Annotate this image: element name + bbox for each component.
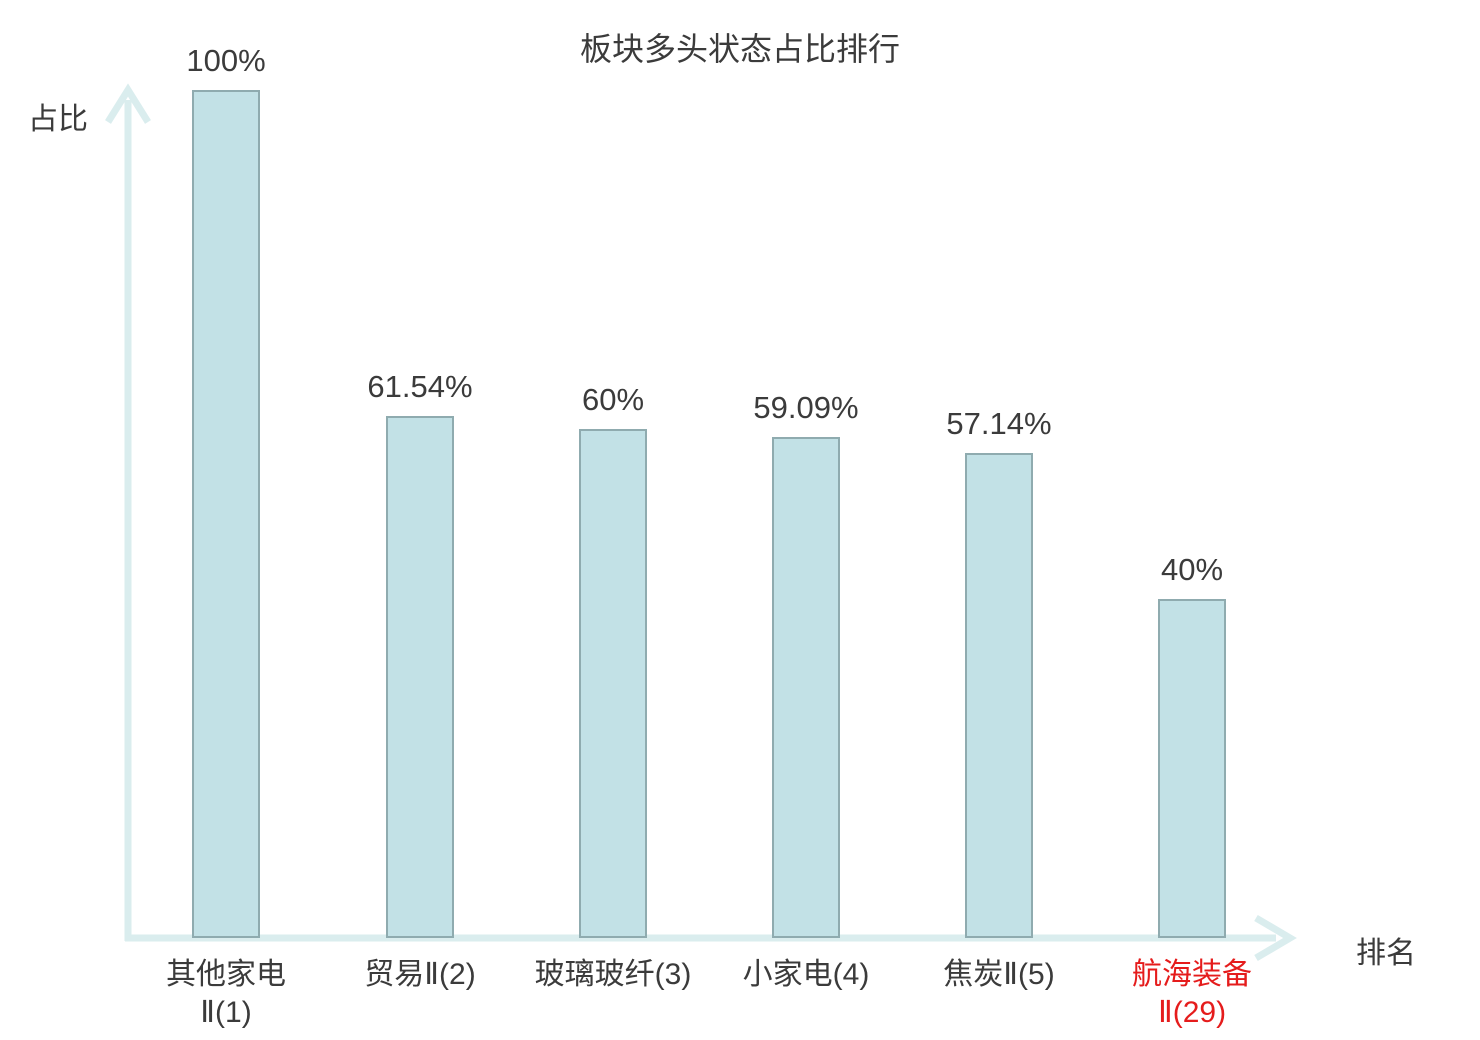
category-label: 玻璃玻纤(3) xyxy=(534,958,692,991)
bar-value-label: 61.54% xyxy=(367,369,473,405)
bar xyxy=(192,90,260,938)
bar-value-label: 100% xyxy=(186,43,266,78)
bar-group: 61.54% xyxy=(320,369,520,938)
category-label: 小家电(4) xyxy=(742,958,870,991)
bar-group: 60% xyxy=(513,382,713,938)
bar-group: 40% xyxy=(1092,552,1292,938)
chart-title: 板块多头状态占比排行 xyxy=(579,31,900,67)
bar-value-label: 60% xyxy=(581,382,645,418)
category-label: 贸易Ⅱ(2) xyxy=(364,958,476,991)
bar-value-label: 59.09% xyxy=(753,389,859,425)
category-label: 其他家电 Ⅱ(1) xyxy=(166,958,286,1029)
category-label: 航海装备 Ⅱ(29) xyxy=(1132,958,1252,1029)
y-axis-label: 占比 xyxy=(28,103,88,136)
x-axis-label: 排名 xyxy=(1356,937,1416,970)
bar-group: 57.14% xyxy=(899,406,1099,938)
bar-value-label: 40% xyxy=(1160,551,1224,587)
bar xyxy=(965,453,1033,938)
bar xyxy=(579,429,647,938)
bar xyxy=(772,436,840,938)
bar-group: 100% xyxy=(126,43,326,938)
bar xyxy=(386,416,454,938)
bar xyxy=(1158,598,1226,938)
bar-group: 59.09% xyxy=(706,390,906,938)
category-label: 焦炭Ⅱ(5) xyxy=(943,958,1055,991)
bar-value-label: 57.14% xyxy=(946,406,1052,442)
